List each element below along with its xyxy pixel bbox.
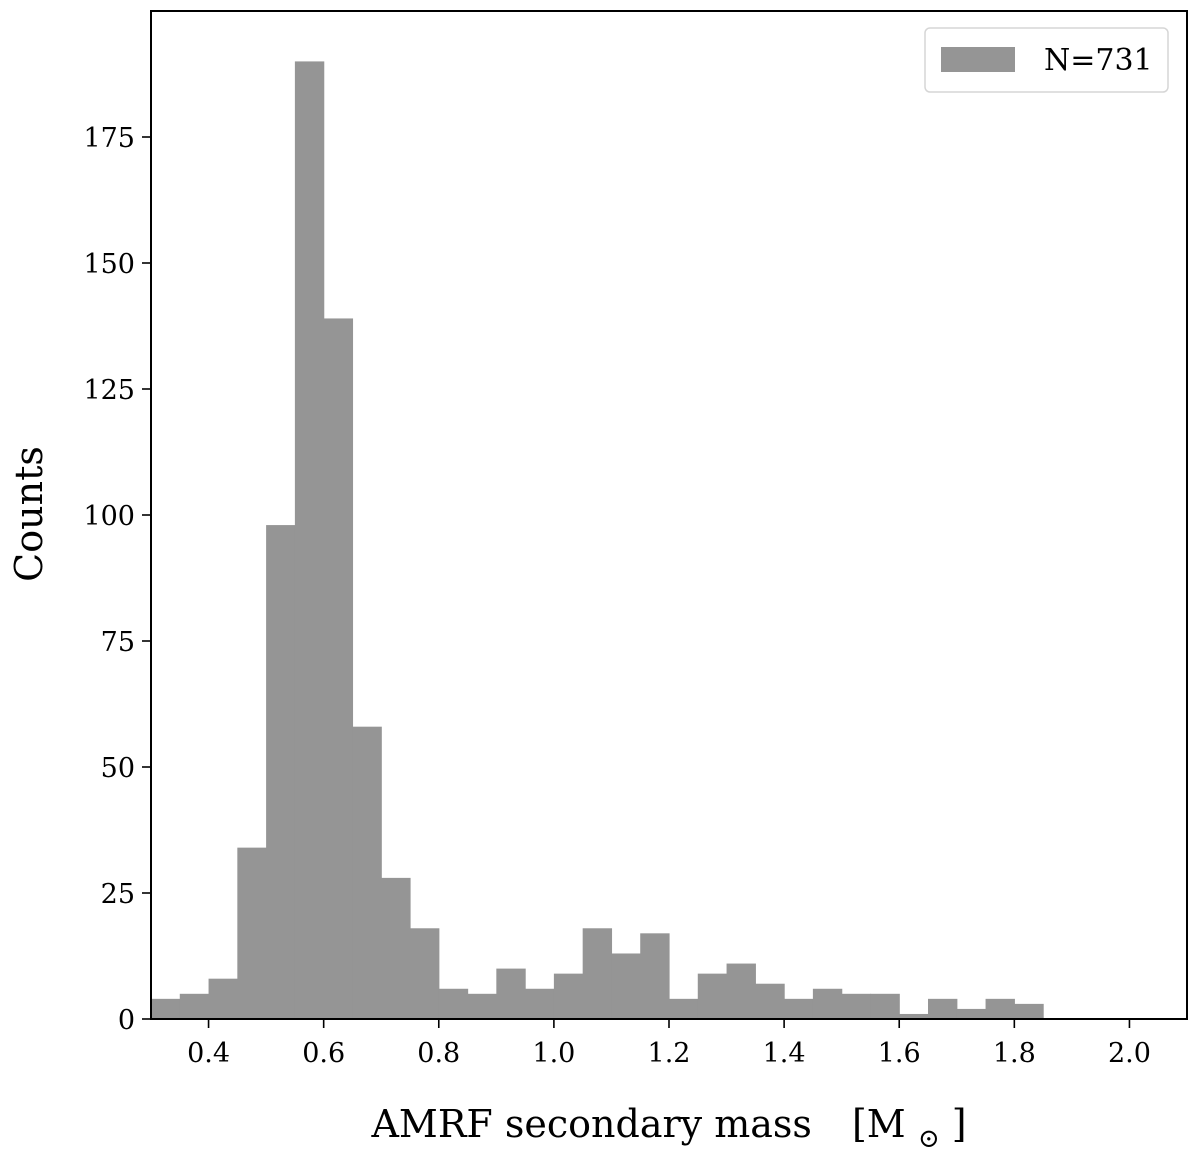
histogram-bar (438, 988, 469, 1019)
histogram-bar (928, 998, 958, 1019)
legend: N=731 (924, 27, 1169, 93)
x-axis-unit-sun-symbol: ⊙ (918, 1124, 940, 1154)
histogram-bar (985, 998, 1015, 1019)
x-tick-label: 0.8 (417, 1038, 460, 1069)
x-tick-label: 0.6 (302, 1038, 345, 1069)
y-tick-label: 100 (83, 501, 135, 532)
histogram-bars (151, 61, 1044, 1019)
y-tick-label: 50 (101, 753, 135, 784)
y-tick-label: 150 (83, 249, 135, 280)
x-tick-label: 1.0 (532, 1038, 575, 1069)
legend-swatch (941, 47, 1015, 72)
histogram-bar (1014, 1003, 1044, 1019)
x-axis-unit-open: [M (852, 1102, 906, 1146)
histogram-bar (266, 525, 296, 1019)
histogram-bar (640, 933, 670, 1019)
histogram-bar (870, 993, 900, 1019)
histogram-bar (294, 61, 325, 1019)
y-tick-label: 0 (118, 1005, 135, 1036)
y-tick-label: 75 (101, 627, 135, 658)
legend-box (924, 27, 1169, 93)
x-axis-title: AMRF secondary mass [M ⊙ ] (370, 1102, 966, 1156)
histogram-bar (841, 993, 872, 1019)
histogram-bar (208, 978, 238, 1019)
histogram-bar (151, 998, 181, 1019)
histogram-bar (784, 998, 814, 1019)
x-axis-title-text: AMRF secondary mass (370, 1102, 811, 1146)
histogram-bar (755, 983, 785, 1019)
histogram-bar (352, 726, 382, 1019)
histogram-bar (179, 993, 210, 1019)
histogram-bar (553, 973, 584, 1019)
histogram-bar (582, 928, 613, 1019)
y-tick-label: 125 (83, 375, 135, 406)
x-tick-label: 1.4 (763, 1038, 806, 1069)
histogram-bar (899, 1013, 929, 1019)
y-axis-title: Counts (7, 446, 51, 582)
histogram-bar (726, 963, 756, 1019)
histogram-bar (467, 993, 497, 1019)
y-tick-label: 25 (101, 879, 135, 910)
x-tick-label: 1.2 (648, 1038, 691, 1069)
histogram-bar (410, 928, 440, 1019)
histogram-bar (525, 988, 555, 1019)
y-axis-ticks: 0 25 50 75 100 125 150 175 (83, 123, 151, 1036)
x-axis-unit-close: ] (952, 1102, 967, 1146)
histogram-bar (697, 973, 728, 1019)
x-axis-ticks: 0.4 0.6 0.8 1.0 1.2 1.4 1.6 1.8 2.0 (187, 1019, 1151, 1069)
histogram-bar (669, 998, 699, 1019)
histogram-bar (381, 877, 411, 1019)
histogram-bar (496, 968, 526, 1019)
histogram-bar (956, 1008, 987, 1019)
histogram-bar (812, 988, 843, 1019)
x-tick-label: 1.6 (878, 1038, 921, 1069)
x-tick-label: 0.4 (187, 1038, 230, 1069)
legend-label: N=731 (1044, 43, 1153, 78)
histogram-bar (323, 318, 354, 1019)
histogram-bar (237, 847, 267, 1019)
y-tick-label: 175 (83, 123, 135, 154)
x-tick-label: 2.0 (1108, 1038, 1151, 1069)
histogram-bar (611, 953, 641, 1019)
x-tick-label: 1.8 (993, 1038, 1036, 1069)
